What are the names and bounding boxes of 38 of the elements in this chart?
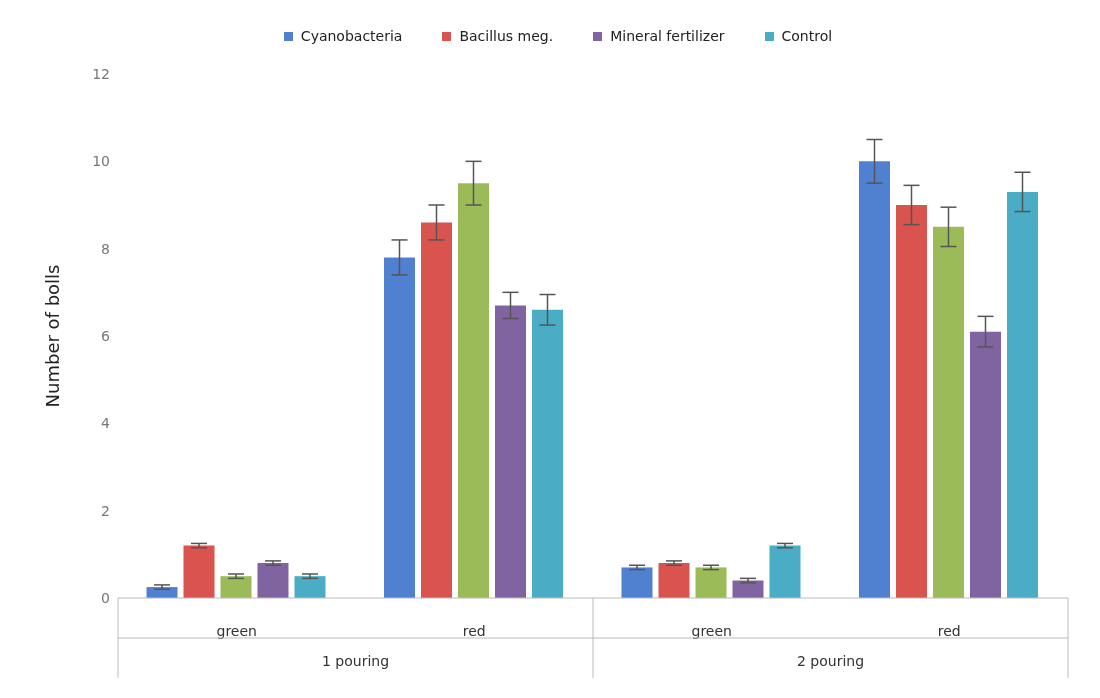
x-tick-label: green bbox=[691, 623, 732, 639]
x-tick-label: red bbox=[462, 623, 486, 639]
bar bbox=[658, 563, 690, 598]
legend-label: Mineral fertilizer bbox=[610, 28, 725, 44]
bar bbox=[621, 567, 653, 598]
legend-label: Control bbox=[781, 28, 833, 44]
bar bbox=[1007, 191, 1038, 598]
text: 1 pouring bbox=[321, 653, 390, 669]
bar bbox=[294, 576, 326, 598]
y-tick-label: 8 bbox=[101, 240, 110, 257]
text: 2 pouring bbox=[796, 653, 865, 669]
legend-label: Cyanobacteria bbox=[300, 28, 403, 44]
bar bbox=[421, 222, 452, 598]
bar bbox=[146, 587, 178, 598]
bar bbox=[732, 580, 764, 598]
legend-label: Bacillus meg. bbox=[459, 28, 554, 44]
y-tick-label: 0 bbox=[101, 589, 110, 606]
x-tick-label: red bbox=[937, 623, 961, 639]
bar bbox=[859, 161, 890, 598]
bar bbox=[183, 545, 215, 598]
bar bbox=[257, 563, 289, 598]
bar bbox=[220, 576, 252, 598]
y-tick-label: 12 bbox=[92, 65, 110, 82]
bar bbox=[933, 226, 964, 598]
y-tick-label: 6 bbox=[101, 327, 111, 344]
bar bbox=[384, 257, 415, 598]
x-tick-label: green bbox=[216, 623, 257, 639]
y-tick-label: 2 bbox=[101, 502, 110, 519]
bar bbox=[896, 205, 927, 598]
bar bbox=[495, 305, 526, 598]
bar bbox=[458, 183, 489, 598]
y-tick-label: 4 bbox=[101, 415, 111, 432]
y-axis-title: Number of bolls bbox=[42, 264, 64, 408]
bar bbox=[769, 545, 801, 598]
bar bbox=[970, 331, 1001, 598]
y-tick-label: 10 bbox=[92, 153, 110, 170]
bar bbox=[695, 567, 727, 598]
bar bbox=[532, 309, 563, 598]
